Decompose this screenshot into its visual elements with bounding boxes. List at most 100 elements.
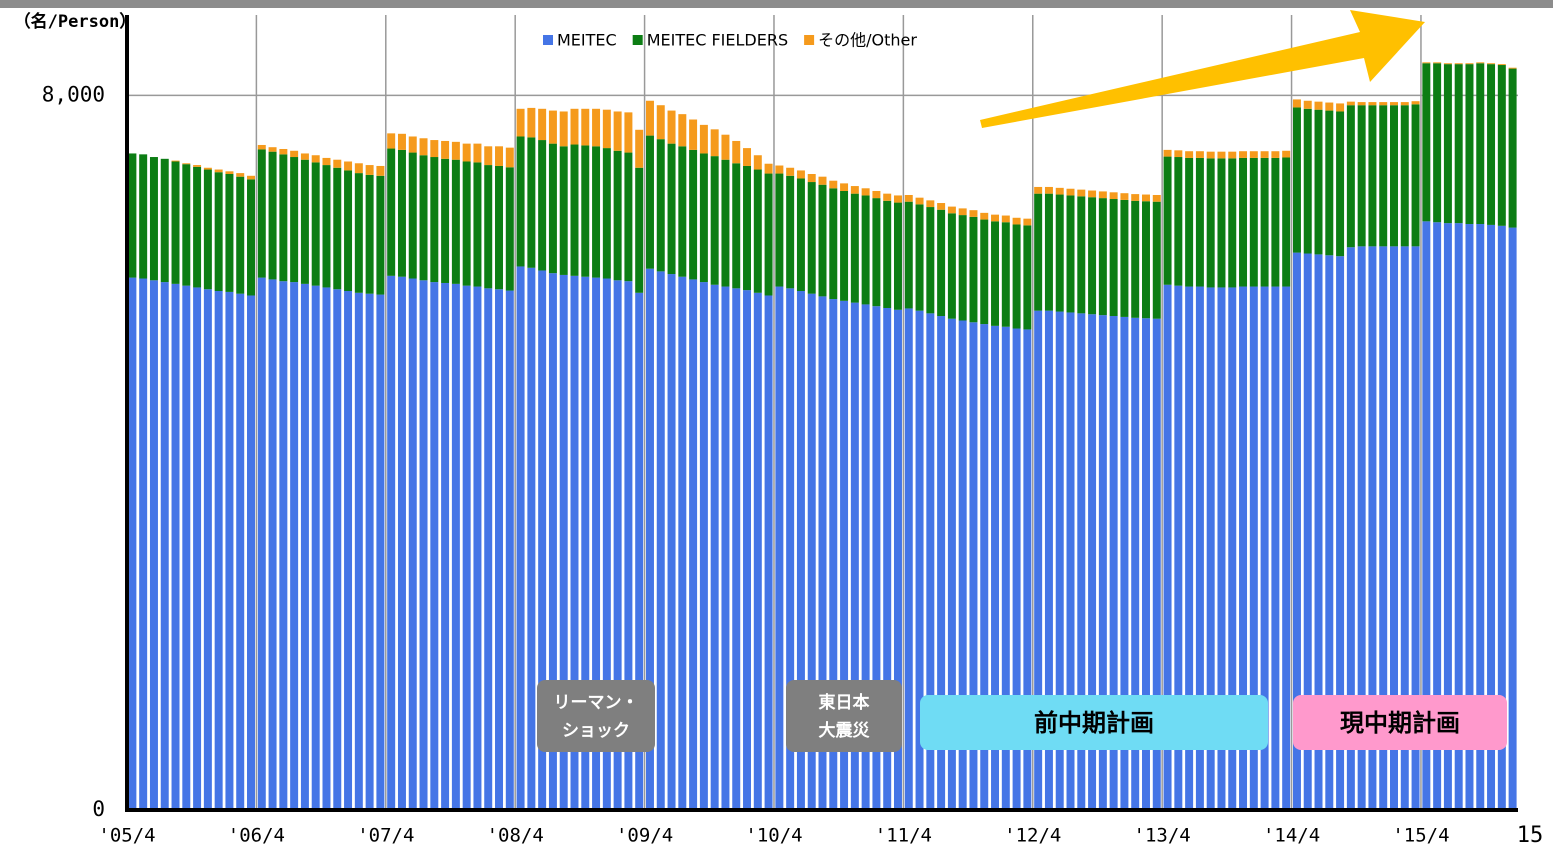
- bar-segment: [980, 219, 989, 325]
- bar-segment: [397, 133, 406, 150]
- bar-segment: [527, 137, 536, 268]
- bar-segment: [430, 140, 439, 158]
- bar-segment: [193, 165, 202, 167]
- bar-segment: [1141, 194, 1150, 202]
- bar-segment: [1131, 317, 1140, 810]
- current-plan-text: 現中期計画: [1340, 709, 1460, 737]
- bar-segment: [376, 165, 385, 176]
- bar-segment: [538, 108, 547, 141]
- bar-segment: [462, 161, 471, 286]
- bar-segment: [354, 163, 363, 174]
- bar-segment: [710, 284, 719, 810]
- bar-segment: [699, 153, 708, 283]
- bar-segment: [1422, 221, 1431, 810]
- previous-plan-text: 前中期計画: [1034, 709, 1154, 737]
- bar-segment: [516, 136, 525, 267]
- bar-segment: [721, 159, 730, 287]
- bar-segment: [236, 173, 245, 177]
- bar-segment: [279, 148, 288, 155]
- bar-segment: [829, 299, 838, 810]
- x-tick-label: '12/4: [1004, 825, 1061, 847]
- bar-segment: [678, 276, 687, 810]
- x-tick-label: '09/4: [616, 825, 673, 847]
- bar-segment: [225, 171, 234, 174]
- bar-segment: [926, 207, 935, 314]
- bar-segment: [430, 157, 439, 283]
- bar-segment: [214, 172, 223, 292]
- bar-segment: [645, 135, 654, 269]
- bar-segment: [1195, 157, 1204, 287]
- y-axis-label: （名/Person）: [14, 11, 137, 32]
- bar-segment: [1314, 101, 1323, 110]
- bar-segment: [1379, 102, 1388, 106]
- legend-label: MEITEC FIELDERS: [647, 31, 788, 50]
- bar-segment: [1443, 223, 1452, 810]
- bar-segment: [904, 194, 913, 202]
- bar-segment: [1163, 284, 1172, 810]
- bar-segment: [1487, 64, 1496, 225]
- bar-segment: [602, 278, 611, 810]
- bar-segment: [538, 270, 547, 810]
- bar-segment: [1390, 102, 1398, 106]
- bar-segment: [139, 154, 148, 279]
- bar-segment: [1346, 105, 1355, 248]
- bar-segment: [397, 276, 406, 810]
- bar-segment: [807, 174, 816, 183]
- bar-segment: [430, 282, 439, 811]
- bar-segment: [570, 108, 579, 145]
- bar-segment: [495, 289, 504, 810]
- y-tick-label: 8,000: [42, 82, 105, 106]
- bar-segment: [1292, 99, 1301, 108]
- bar-segment: [1185, 157, 1194, 287]
- bar-segment: [1055, 194, 1064, 312]
- bar-segment: [182, 164, 191, 286]
- bar-segment: [872, 190, 881, 199]
- bar-segment: [1454, 64, 1463, 224]
- bar-segment: [247, 175, 255, 180]
- bar-segment: [1077, 189, 1086, 197]
- bar-segment: [592, 108, 601, 147]
- y-tick-label: 0: [92, 797, 105, 821]
- legend-swatch: [543, 35, 553, 45]
- bar-segment: [969, 216, 978, 323]
- bar-segment: [1174, 150, 1183, 158]
- bar-segment: [689, 279, 698, 810]
- bar-segment: [171, 161, 180, 284]
- bar-segment: [1066, 188, 1075, 196]
- bar-segment: [171, 160, 180, 162]
- bar-segment: [1422, 63, 1431, 222]
- bar-segment: [1206, 158, 1215, 288]
- bar-segment: [1433, 63, 1442, 223]
- bar-segment: [1443, 64, 1452, 224]
- bar-segment: [1120, 193, 1129, 200]
- bar-segment: [1411, 104, 1420, 247]
- bar-segment: [1476, 224, 1485, 811]
- bar-segment: [991, 325, 1000, 810]
- legend-swatch: [632, 35, 643, 45]
- x-tick-label: '10/4: [745, 825, 802, 847]
- bar-segment: [1152, 201, 1161, 319]
- bar-segment: [1487, 224, 1496, 811]
- bar-segment: [1336, 256, 1345, 810]
- bar-segment: [300, 159, 309, 284]
- bar-segment: [764, 163, 773, 174]
- bar-segment: [1497, 225, 1506, 811]
- bar-segment: [548, 273, 557, 810]
- bar-segment: [786, 288, 795, 811]
- bar-segment: [290, 150, 299, 158]
- bar-segment: [624, 112, 633, 153]
- bar-segment: [344, 161, 353, 171]
- bar-segment: [1325, 102, 1334, 111]
- lehman-text: リーマン・: [554, 693, 639, 713]
- bar-segment: [732, 163, 741, 289]
- bar-segment: [279, 154, 288, 282]
- bar-segment: [1508, 227, 1517, 810]
- bar-segment: [1001, 326, 1010, 810]
- bar-segment: [182, 285, 191, 810]
- bar-segment: [1411, 101, 1420, 105]
- bar-segment: [1109, 316, 1118, 810]
- bar-segment: [645, 268, 654, 810]
- bar-segment: [1012, 217, 1021, 225]
- bar-segment: [1174, 285, 1183, 810]
- bar-segment: [1109, 199, 1118, 317]
